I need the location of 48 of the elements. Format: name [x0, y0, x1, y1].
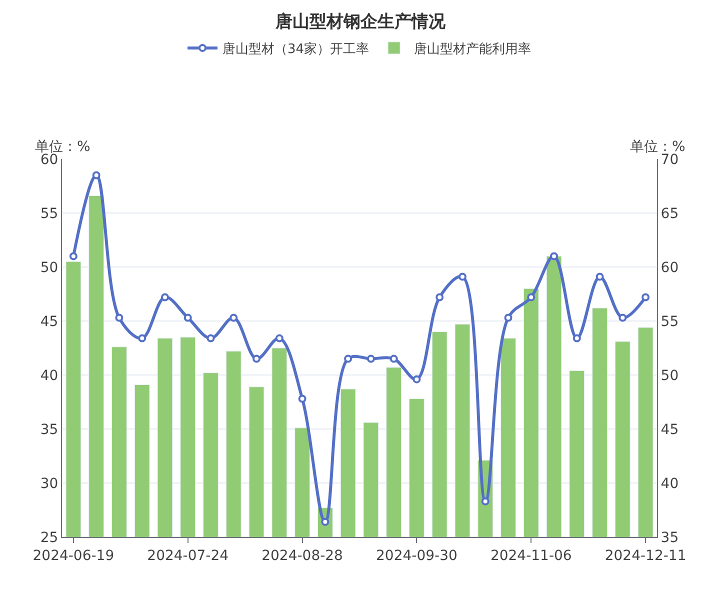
- x-tick-label: 2024-09-30: [376, 548, 458, 564]
- point: [69, 252, 78, 260]
- y2-tick-label: 35: [660, 530, 679, 546]
- y2-tick-label: 65: [660, 206, 679, 222]
- y-tick-label: 25: [40, 530, 58, 546]
- point: [366, 354, 375, 363]
- y2-tick-label: 55: [660, 314, 679, 330]
- point: [92, 171, 100, 180]
- y2-tick-label: 50: [660, 368, 679, 384]
- y-tick-label: 40: [40, 368, 58, 384]
- point: [160, 293, 169, 302]
- x-tick-label: 2024-08-28: [262, 548, 343, 564]
- x-tick-label: 2024-12-11: [604, 548, 686, 564]
- point: [618, 314, 627, 322]
- point: [642, 293, 650, 302]
- point: [527, 293, 536, 302]
- y-tick-label: 35: [40, 422, 58, 438]
- y2-tick-label: 45: [660, 422, 679, 438]
- point: [138, 334, 146, 342]
- x-tick-label: 2024-06-19: [32, 548, 114, 564]
- point: [596, 272, 604, 281]
- point: [344, 354, 352, 363]
- y2-tick-label: 40: [660, 476, 679, 492]
- point: [390, 354, 398, 363]
- point: [230, 314, 238, 322]
- point: [481, 497, 490, 506]
- point: [504, 314, 512, 322]
- point: [184, 314, 192, 322]
- legend-label: 唐山型材产能利用率: [414, 41, 532, 58]
- x-tick-label: 2024-11-06: [490, 548, 572, 564]
- legend-label: 唐山型材（34家）开工率: [222, 41, 370, 58]
- point: [572, 334, 581, 342]
- y-tick-label: 45: [40, 314, 58, 330]
- point: [298, 394, 306, 403]
- x-tick-label: 2024-07-24: [147, 548, 229, 564]
- y2-tick-label: 60: [660, 260, 679, 276]
- point: [436, 293, 444, 302]
- point: [458, 272, 466, 281]
- point: [412, 375, 421, 384]
- point: [275, 334, 284, 342]
- y-tick-label: 50: [40, 260, 58, 276]
- point: [550, 252, 558, 260]
- y-tick-label: 55: [40, 206, 58, 222]
- y-tick-label: 30: [40, 476, 58, 492]
- chart-title: 唐山型材钢企生产情况: [274, 12, 446, 32]
- point: [252, 354, 261, 363]
- point: [206, 334, 215, 342]
- point: [115, 314, 124, 322]
